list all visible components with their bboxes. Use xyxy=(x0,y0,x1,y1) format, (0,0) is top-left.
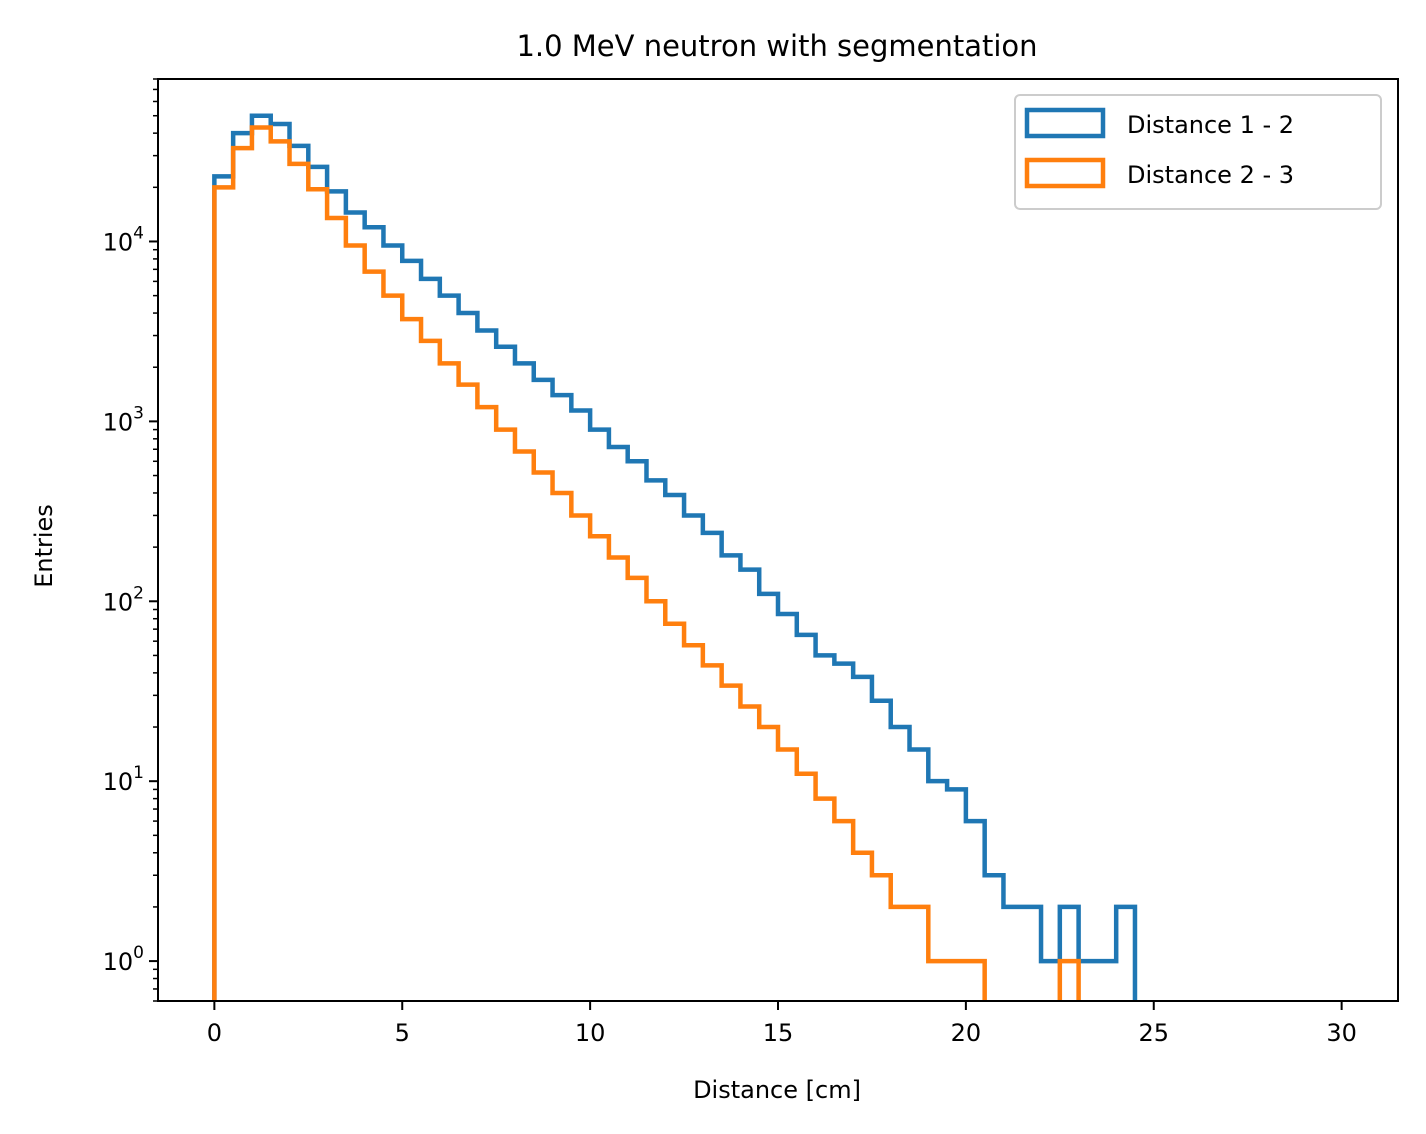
x-axis-label: Distance [cm] xyxy=(693,1076,861,1104)
series-2 xyxy=(212,125,1081,1001)
axes: 0 5 10 15 20 25 30 100 101 102 103 104 xyxy=(103,78,1399,1047)
y-tick-label: 103 xyxy=(103,403,144,436)
series-line xyxy=(212,125,1081,1001)
chart-title: 1.0 MeV neutron with segmentation xyxy=(516,29,1037,63)
x-tick-label: 30 xyxy=(1326,1019,1357,1047)
y-tick-label: 102 xyxy=(103,583,144,616)
series-line xyxy=(212,113,1138,1001)
x-tick-label: 0 xyxy=(207,1019,222,1047)
legend-label: Distance 1 - 2 xyxy=(1127,111,1294,139)
x-tick-label: 10 xyxy=(575,1019,606,1047)
x-tick-label: 20 xyxy=(951,1019,982,1047)
series-1 xyxy=(212,113,1138,1001)
x-tick-label: 5 xyxy=(395,1019,410,1047)
legend-swatch xyxy=(1024,157,1106,189)
y-tick-label: 104 xyxy=(103,223,144,256)
y-tick-label: 101 xyxy=(103,763,144,796)
x-tick-label: 15 xyxy=(763,1019,794,1047)
legend-box xyxy=(1014,94,1382,210)
legend-label: Distance 2 - 3 xyxy=(1127,161,1294,189)
plot-area xyxy=(212,113,1138,1001)
y-tick-label: 100 xyxy=(103,943,144,976)
x-tick-label: 25 xyxy=(1138,1019,1169,1047)
y-axis-label: Entries xyxy=(30,504,58,588)
legend-swatch xyxy=(1024,107,1106,139)
legend: Distance 1 - 2 Distance 2 - 3 xyxy=(1014,94,1382,210)
